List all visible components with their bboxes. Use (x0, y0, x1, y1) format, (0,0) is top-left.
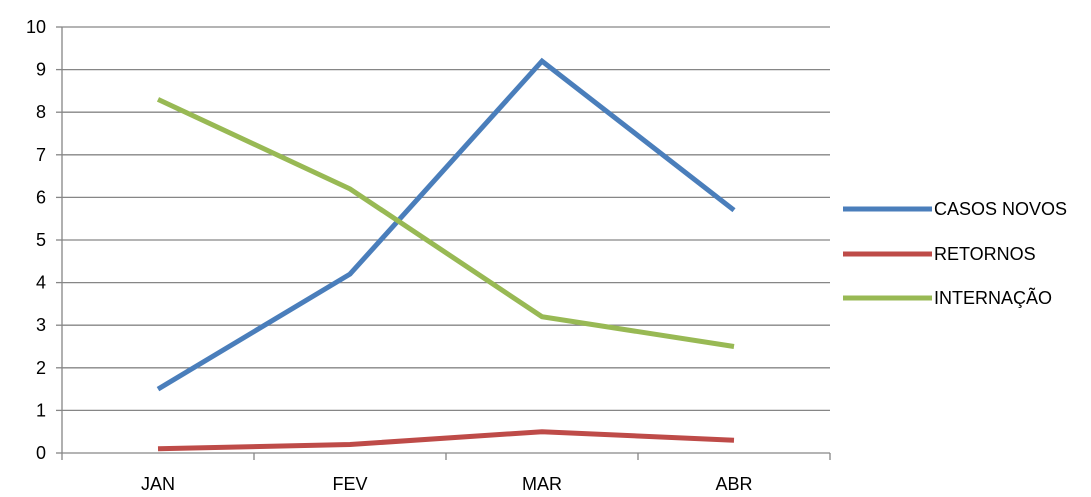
axes (56, 26, 831, 460)
series-line-0 (156, 57, 736, 392)
legend-label-0: CASOS NOVOS (934, 199, 1067, 219)
x-tick-label-fev: FEV (332, 474, 367, 494)
legend-label-2: INTERNAÇÃO (934, 287, 1052, 308)
y-tick-label: 2 (36, 358, 46, 378)
legend-label-1: RETORNOS (934, 244, 1036, 264)
y-tick-label: 7 (36, 145, 46, 165)
series-line-1 (157, 429, 735, 452)
x-tick-label-mar: MAR (522, 474, 562, 494)
y-tick-label: 5 (36, 230, 46, 250)
y-tick-label: 4 (36, 273, 46, 293)
y-tick-label: 10 (26, 17, 46, 37)
y-tick-label: 0 (36, 443, 46, 463)
gridlines (62, 26, 830, 412)
x-tick-label-abr: ABR (715, 474, 752, 494)
y-tick-label: 8 (36, 102, 46, 122)
series-lines (156, 57, 736, 452)
x-tick-label-jan: JAN (141, 474, 175, 494)
x-axis-tick-labels: JAN FEV MAR ABR (141, 474, 753, 494)
y-tick-label: 9 (36, 60, 46, 80)
series-line-2 (156, 97, 735, 349)
y-tick-label: 3 (36, 315, 46, 335)
y-tick-label: 6 (36, 187, 46, 207)
y-tick-label: 1 (36, 400, 46, 420)
legend: CASOS NOVOS RETORNOS INTERNAÇÃO (843, 199, 1067, 308)
y-axis-tick-labels: 0 1 2 3 4 5 6 7 8 9 10 (26, 17, 46, 463)
